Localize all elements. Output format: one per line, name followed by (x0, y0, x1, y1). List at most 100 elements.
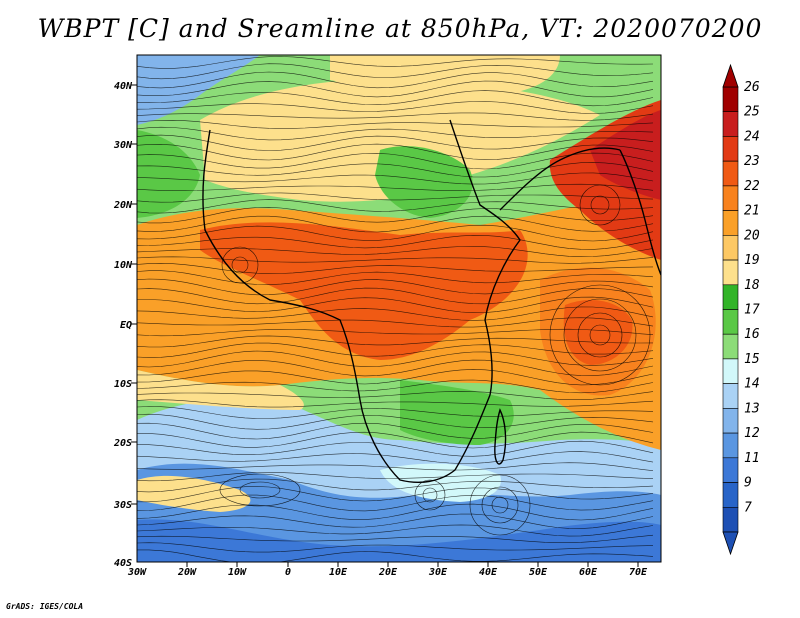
streamline (137, 399, 654, 408)
colorbar-segment (722, 482, 739, 508)
lon-label-30w: 30W (127, 567, 147, 578)
colorbar-label: 24 (744, 129, 760, 144)
colorbar-label: 20 (744, 228, 760, 243)
field-yellow-south-belt (137, 370, 304, 410)
streamline (137, 306, 654, 321)
lat-label-30s: 30S (113, 500, 132, 511)
lat-label-40n: 40N (114, 81, 133, 92)
colorbar-label: 11 (744, 451, 760, 466)
lat-label-10n: 10N (114, 260, 133, 271)
streamline (137, 262, 654, 274)
colorbar-segment (722, 309, 739, 335)
field-coldest (137, 519, 661, 562)
colorbar-segment (722, 235, 739, 261)
colorbar-segment (722, 185, 739, 211)
latitude-ticks (131, 84, 137, 505)
colorbar: 26 25 24 23 22 21 20 19 18 17 16 15 14 13 12 11 9 7 (722, 63, 760, 556)
latitude-labels: 40N 30N 20N 10N EQ 10S 20S 30S 40S (113, 81, 133, 569)
streamline (137, 199, 654, 214)
streamline (137, 206, 654, 224)
streamline (137, 183, 654, 192)
plot-area (137, 55, 661, 562)
coastline-madagascar (494, 408, 507, 465)
colorbar-label: 21 (744, 204, 760, 219)
lon-label-40e: 40E (479, 567, 498, 578)
field-darkest-red (590, 110, 661, 200)
streamline (137, 317, 654, 328)
lon-label-0: 0 (285, 567, 291, 578)
field-arabian-sea-core (563, 300, 633, 365)
streamline (137, 63, 654, 80)
map-title: WBPT [C] and Sreamline at 850hPa, VT: 20… (37, 14, 763, 43)
colorbar-segment (722, 86, 739, 113)
lat-label-30n: 30N (113, 140, 133, 151)
coastline-arabia (499, 147, 621, 211)
streamlines (137, 56, 654, 562)
streamline (137, 162, 654, 178)
coastline-india (619, 149, 661, 276)
colorbar-label: 13 (744, 401, 760, 416)
lon-label-60e: 60E (579, 567, 598, 578)
lon-label-10w: 10W (228, 567, 247, 578)
streamline (137, 359, 654, 377)
colorbar-label: 19 (744, 253, 760, 268)
colorbar-label: 16 (744, 327, 760, 342)
colorbar-bottom-arrow (722, 531, 739, 556)
streamline (137, 472, 654, 482)
streamline (137, 406, 654, 419)
colorbar-segment (722, 160, 739, 187)
colorbar-top-arrow (722, 63, 739, 88)
streamline (137, 534, 654, 543)
lat-label-20s: 20S (113, 438, 132, 449)
lat-label-40s: 40S (114, 558, 132, 569)
streamline (137, 542, 654, 553)
streamline-vortices (219, 184, 651, 536)
streamline (137, 524, 654, 537)
colorbar-label: 15 (744, 352, 760, 367)
streamline (137, 486, 654, 503)
colorbar-segment (722, 333, 739, 360)
streamline (137, 215, 654, 233)
streamline (137, 192, 654, 203)
streamline (137, 119, 654, 129)
colorbar-segment (722, 457, 739, 483)
streamline (137, 287, 654, 305)
colorbar-label: 14 (744, 377, 760, 392)
streamline (137, 296, 654, 314)
coastlines (202, 119, 661, 483)
streamline (137, 413, 654, 430)
colorbar-label: 25 (744, 105, 760, 120)
field-green-west (137, 130, 200, 218)
lon-label-20e: 20E (378, 567, 398, 578)
streamline (137, 342, 654, 358)
field-green-south-africa (400, 380, 514, 445)
streamline (137, 224, 654, 242)
colorbar-label: 17 (744, 303, 760, 318)
streamline (137, 90, 654, 107)
streamline (137, 143, 654, 161)
longitude-labels: 30W 20W 10W 0 10E 20E 30E 40E 50E 60E 70… (127, 567, 648, 578)
streamline (137, 278, 654, 296)
colorbar-segment (722, 408, 739, 434)
streamline (137, 494, 654, 512)
colorbar-segment (722, 284, 739, 310)
coastline-africa-east (449, 119, 521, 396)
streamline (137, 101, 654, 114)
colorbar-segment (722, 432, 739, 459)
longitude-ticks (186, 562, 639, 567)
streamline (137, 350, 654, 368)
colorbar-segment (722, 111, 739, 137)
streamline (137, 513, 654, 529)
lon-label-70e: 70E (629, 567, 648, 578)
streamline (137, 462, 654, 471)
streamline (137, 379, 654, 394)
lon-label-50e: 50E (529, 567, 548, 578)
streamline (137, 71, 654, 89)
field-yellow-ne (330, 55, 560, 96)
colorbar-label: 26 (744, 80, 760, 95)
colorbar-segment (722, 358, 739, 384)
lon-label-30e: 30E (428, 567, 448, 578)
lon-label-10e: 10E (329, 567, 348, 578)
lat-label-10s: 10S (114, 379, 132, 390)
colorbar-label: 18 (744, 278, 760, 293)
